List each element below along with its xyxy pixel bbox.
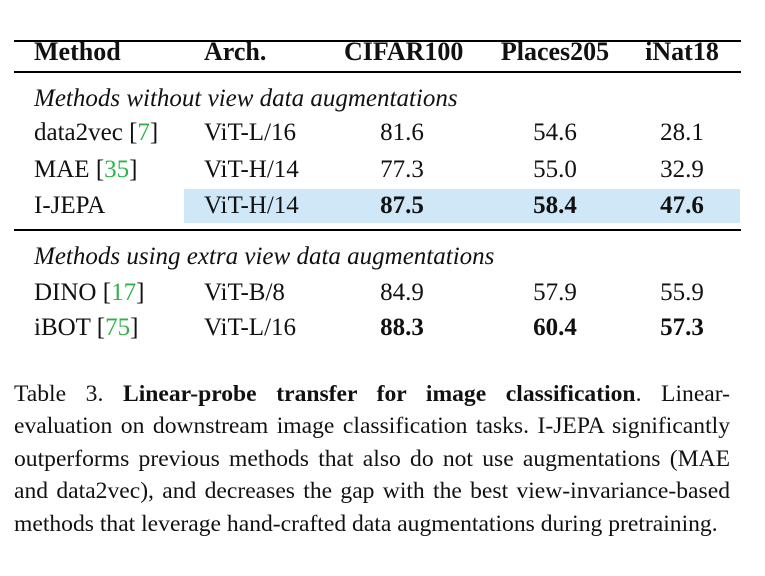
method-name: iBOT [75] <box>34 314 139 341</box>
arch-cell: ViT-H/14 <box>204 192 299 219</box>
header-method: Method <box>34 37 121 66</box>
places205-cell: 60.4 <box>533 314 577 341</box>
arch-cell: ViT-L/16 <box>204 119 297 146</box>
inat18-cell: 47.6 <box>660 192 704 219</box>
citation-link[interactable]: 17 <box>111 279 137 306</box>
places205-cell: 55.0 <box>533 156 577 183</box>
method-name: data2vec [7] <box>34 119 159 146</box>
caption-title: Linear-probe transfer for image classifi… <box>122 381 636 407</box>
inat18-cell: 55.9 <box>660 279 704 306</box>
arch-cell: ViT-H/14 <box>204 156 299 183</box>
cifar100-cell: 81.6 <box>380 119 424 146</box>
header-row: Method Arch. CIFAR100 Places205 iNat18 <box>14 35 741 69</box>
method-name: MAE [35] <box>34 156 138 183</box>
inat18-cell: 57.3 <box>660 314 704 341</box>
citation-link[interactable]: 35 <box>104 156 130 183</box>
citation-link[interactable]: 7 <box>137 119 150 146</box>
inat18-cell: 32.9 <box>660 156 704 183</box>
header-rule <box>14 71 741 73</box>
header-places205: Places205 <box>500 37 610 66</box>
table-row-highlighted: I-JEPA ViT-H/14 87.5 58.4 47.6 <box>14 189 741 223</box>
citation-link[interactable]: 75 <box>105 314 131 341</box>
cifar100-cell: 88.3 <box>380 314 424 341</box>
places205-cell: 57.9 <box>533 279 577 306</box>
table-row: iBOT [75] ViT-L/16 88.3 60.4 57.3 <box>14 311 741 345</box>
top-rule <box>14 40 741 42</box>
table-row: DINO [17] ViT-B/8 84.9 57.9 55.9 <box>14 276 741 310</box>
section-rule <box>14 229 741 231</box>
method-name: DINO [17] <box>34 279 145 306</box>
places205-cell: 58.4 <box>533 192 577 219</box>
table-row: MAE [35] ViT-H/14 77.3 55.0 32.9 <box>14 153 741 187</box>
cifar100-cell: 77.3 <box>380 156 424 183</box>
section-title: Methods using extra view data augmentati… <box>34 243 495 270</box>
caption-body: . Linear-evaluation on downstream image … <box>14 381 731 537</box>
arch-cell: ViT-B/8 <box>204 279 285 306</box>
table-caption: Table 3. Linear-probe transfer for image… <box>14 378 730 540</box>
section-title: Methods without view data augmentations <box>34 85 458 112</box>
arch-cell: ViT-L/16 <box>204 314 297 341</box>
highlight-bar <box>184 189 740 223</box>
places205-cell: 54.6 <box>533 119 577 146</box>
table-row: data2vec [7] ViT-L/16 81.6 54.6 28.1 <box>14 116 741 150</box>
cifar100-cell: 84.9 <box>380 279 424 306</box>
cifar100-cell: 87.5 <box>380 192 424 219</box>
header-inat18: iNat18 <box>645 37 719 66</box>
caption-label: Table 3. <box>14 381 123 407</box>
header-arch: Arch. <box>204 37 267 66</box>
header-cifar100: CIFAR100 <box>344 37 464 66</box>
inat18-cell: 28.1 <box>660 119 704 146</box>
method-name: I-JEPA <box>34 192 106 219</box>
